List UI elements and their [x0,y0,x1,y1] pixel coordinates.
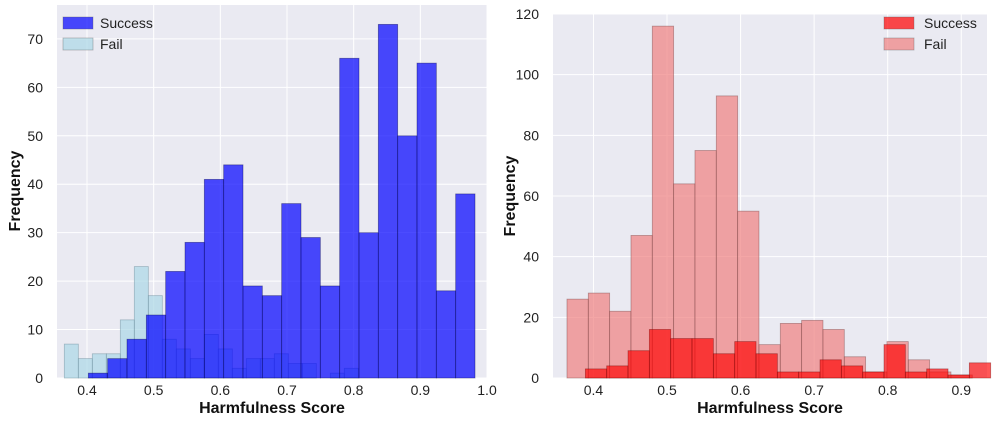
success-bar [755,353,778,379]
x-tick-label: 0.4 [584,382,604,398]
right-y-ticks: 0 20 40 60 80 100 120 [516,6,540,386]
success-bar [926,368,949,379]
left-x-axis-label: Harmfulness Score [199,400,345,417]
success-bar [203,178,225,379]
success-bar [798,371,821,379]
success-bar [107,358,128,379]
x-tick-label: 0.5 [657,382,677,398]
y-tick-label: 20 [523,309,539,325]
y-tick-label: 40 [523,249,539,265]
left-y-axis-label: Frequency [7,150,24,231]
right-bars [566,25,992,379]
success-bar [734,341,757,379]
x-tick-label: 1.0 [477,382,497,398]
right-legend: Success Fail [883,15,977,52]
success-bar [883,344,906,379]
x-tick-label: 0.8 [344,382,364,398]
x-tick-label: 0.6 [211,382,231,398]
success-bar [840,365,864,379]
x-tick-label: 0.7 [277,382,297,398]
success-bar [261,295,283,379]
y-tick-label: 60 [523,188,539,204]
x-tick-label: 0.9 [411,382,431,398]
success-bar [397,135,418,379]
success-bar [862,371,885,379]
success-bar [627,350,650,379]
success-bar [648,329,672,379]
success-bar [712,353,736,379]
y-tick-label: 20 [27,273,43,289]
y-tick-label: 40 [27,176,43,192]
left-legend: Success Fail [62,15,153,52]
success-bar [435,290,457,379]
y-tick-label: 10 [27,322,43,338]
right-x-axis-label: Harmfulness Score [697,400,843,417]
left-chart: 0.4 0.5 0.6 0.7 0.8 0.9 1.0 0 10 20 30 40 50 60 70 Ha… [7,5,497,417]
success-bar [145,314,167,379]
y-tick-label: 0 [531,370,539,386]
success-bar [300,237,321,379]
x-tick-label: 0.7 [804,382,824,398]
success-bar [281,203,302,379]
success-bar [377,23,399,379]
x-tick-label: 0.8 [878,382,898,398]
success-bar [691,338,714,379]
success-bar [606,365,629,379]
y-tick-label: 50 [27,128,43,144]
success-bar [670,338,693,379]
y-tick-label: 70 [27,31,43,47]
success-bar [223,164,244,379]
x-tick-label: 0.4 [77,382,97,398]
success-bar [455,193,476,379]
success-bar [242,285,263,379]
left-bars [63,23,476,379]
x-tick-label: 0.6 [731,382,751,398]
fail-bar [715,95,739,379]
success-bar [968,362,992,379]
success-bar [358,232,379,379]
legend-label-fail: Fail [924,36,947,52]
y-tick-label: 60 [27,79,43,95]
legend-label-success: Success [924,15,977,31]
legend-swatch-fail [62,37,94,51]
success-bar [776,371,800,379]
legend-swatch-fail [883,37,915,51]
success-bar [319,285,341,379]
success-bar [87,372,109,379]
legend-label-success: Success [100,15,153,31]
x-tick-label: 0.5 [144,382,164,398]
fail-bar [63,343,79,379]
success-bar [184,241,205,379]
success-bar [904,371,928,379]
success-bar [819,359,842,379]
legend-swatch-success [62,16,94,30]
fail-bar [587,292,611,379]
x-tick-label: 0.9 [952,382,972,398]
y-tick-label: 100 [516,67,540,83]
fail-bar [566,298,589,379]
y-tick-label: 30 [27,225,43,241]
fail-bar [651,25,675,379]
y-tick-label: 0 [35,370,43,386]
legend-swatch-success [883,16,915,30]
right-y-axis-label: Frequency [502,155,519,236]
success-bar [947,374,970,379]
success-bar [165,271,186,379]
success-bar [584,368,608,379]
right-x-ticks: 0.4 0.5 0.6 0.7 0.8 0.9 [584,382,971,398]
success-bar [339,57,360,379]
y-tick-label: 120 [516,6,540,22]
right-chart: 0.4 0.5 0.6 0.7 0.8 0.9 0 20 40 60 80 100 120 Harmf… [502,6,992,417]
left-y-ticks: 0 10 20 30 40 50 60 70 [27,31,43,386]
fail-bar [779,322,803,379]
y-tick-label: 80 [523,127,539,143]
left-x-ticks: 0.4 0.5 0.6 0.7 0.8 0.9 1.0 [77,382,497,398]
success-bar [416,62,437,379]
success-bar [126,338,147,379]
legend-label-fail: Fail [100,36,123,52]
